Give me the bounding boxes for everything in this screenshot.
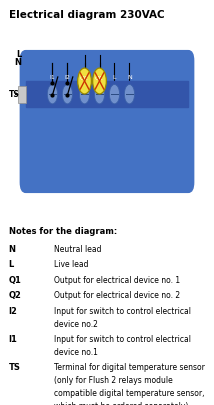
Circle shape <box>79 85 90 104</box>
Text: Q2: Q2 <box>9 291 21 300</box>
Text: I1: I1 <box>50 75 55 80</box>
Text: Input for switch to control electrical: Input for switch to control electrical <box>54 307 190 315</box>
Circle shape <box>47 85 58 104</box>
Text: Input for switch to control electrical: Input for switch to control electrical <box>54 335 190 343</box>
Circle shape <box>78 68 91 94</box>
Text: Neutral lead: Neutral lead <box>54 245 101 254</box>
Circle shape <box>124 85 135 104</box>
Text: L: L <box>9 260 14 269</box>
Circle shape <box>109 85 120 104</box>
Text: Electrical diagram 230VAC: Electrical diagram 230VAC <box>9 10 164 20</box>
Text: Q1: Q1 <box>9 276 21 285</box>
Text: Terminal for digital temperature sensor: Terminal for digital temperature sensor <box>54 362 204 372</box>
Text: Output for electrical device no. 2: Output for electrical device no. 2 <box>54 291 180 300</box>
Text: (only for Flush 2 relays module: (only for Flush 2 relays module <box>54 376 172 385</box>
Bar <box>26 81 188 107</box>
Text: which must be ordered separately).: which must be ordered separately). <box>54 402 190 405</box>
Text: Q2: Q2 <box>80 75 89 80</box>
Text: I2: I2 <box>64 75 70 80</box>
Text: TS: TS <box>9 90 20 99</box>
Circle shape <box>62 85 73 104</box>
Text: Output for electrical device no. 1: Output for electrical device no. 1 <box>54 276 180 285</box>
Text: N: N <box>14 58 21 67</box>
Text: compatible digital temperature sensor,: compatible digital temperature sensor, <box>54 389 204 398</box>
Bar <box>18 86 26 103</box>
Text: device no.2: device no.2 <box>54 320 97 329</box>
Text: Q1: Q1 <box>95 75 104 80</box>
FancyBboxPatch shape <box>20 51 194 192</box>
Text: L: L <box>113 75 116 80</box>
Text: device no.1: device no.1 <box>54 347 97 357</box>
Circle shape <box>94 85 105 104</box>
Circle shape <box>93 68 106 94</box>
Text: N: N <box>127 75 132 80</box>
Text: N: N <box>9 245 16 254</box>
Text: Live lead: Live lead <box>54 260 88 269</box>
Text: L: L <box>16 50 21 59</box>
Text: Notes for the diagram:: Notes for the diagram: <box>9 227 117 236</box>
Text: TS: TS <box>9 362 20 372</box>
Text: I1: I1 <box>9 335 17 343</box>
Text: I2: I2 <box>9 307 17 315</box>
